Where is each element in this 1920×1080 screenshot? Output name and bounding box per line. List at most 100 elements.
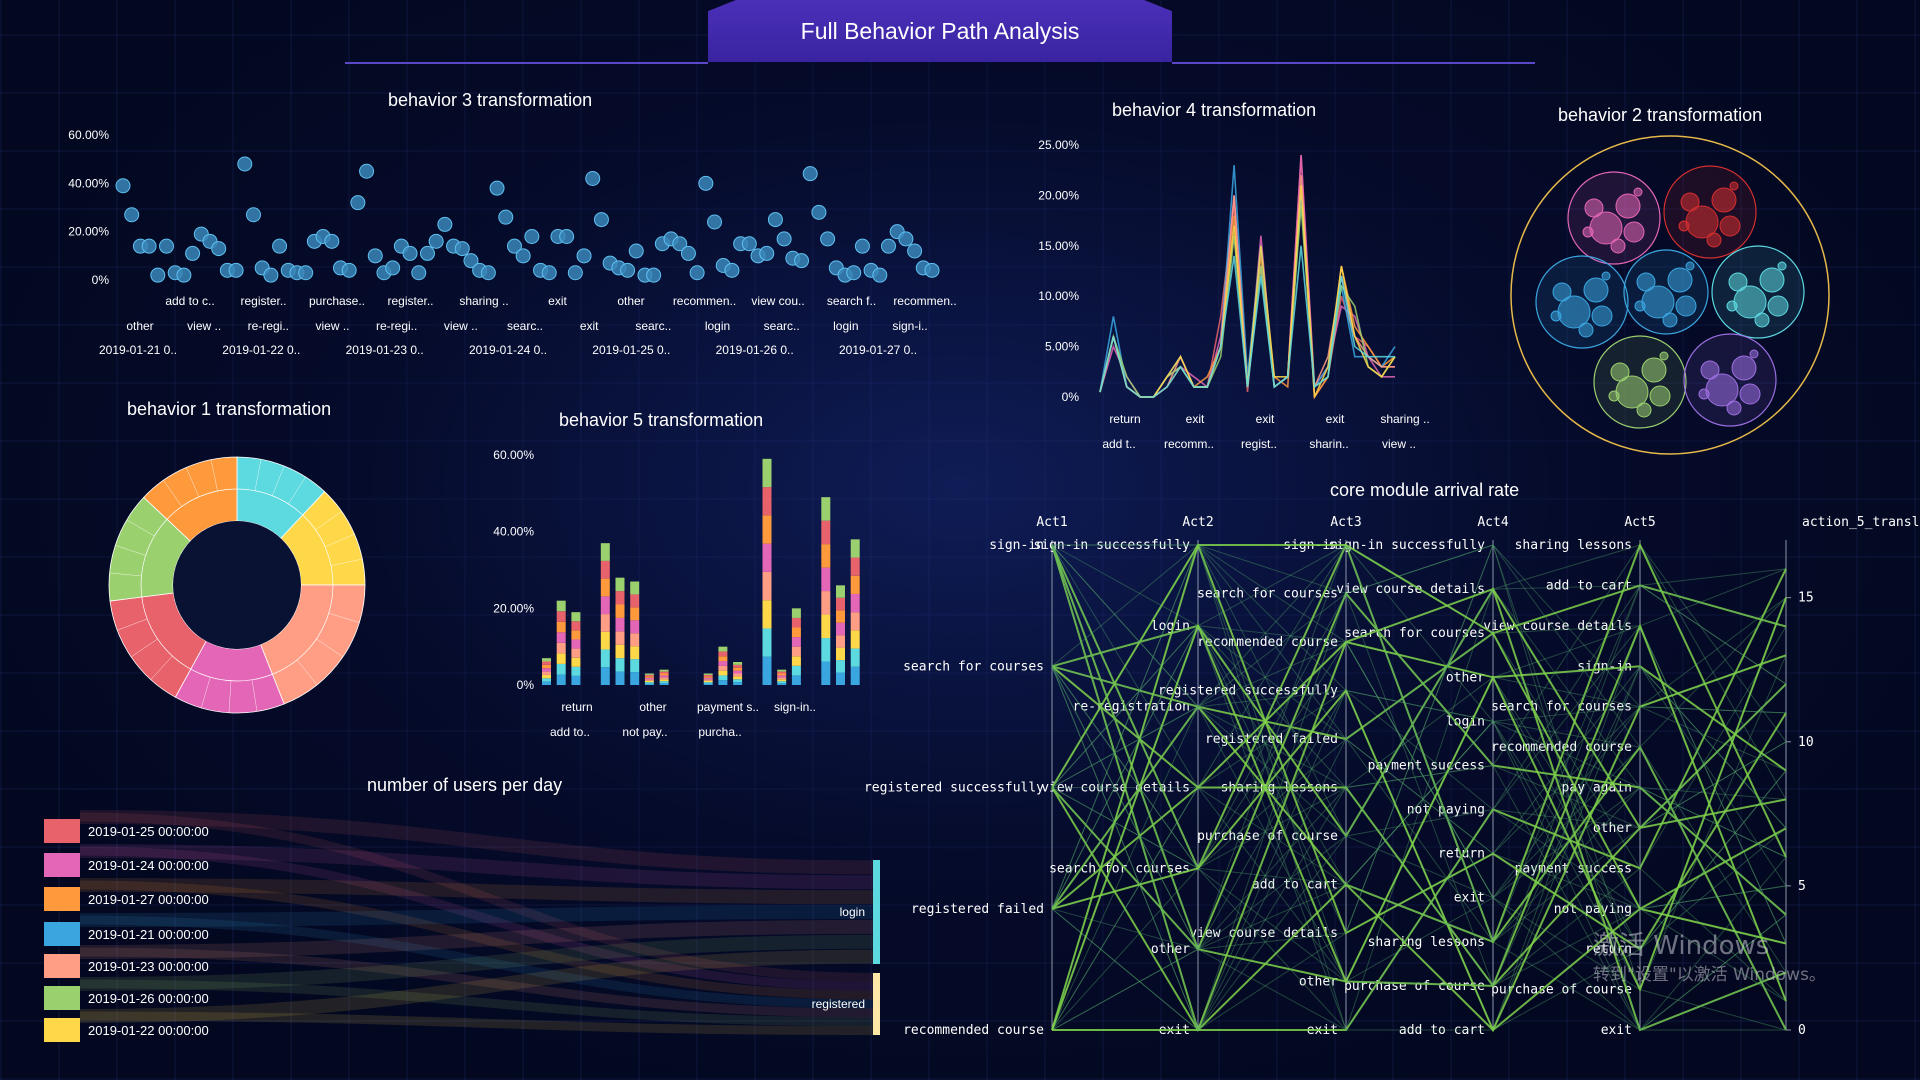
pc-path-line <box>1051 544 1787 987</box>
b2-leaf-circle <box>1636 402 1652 418</box>
b2-leaf-circle <box>1634 300 1646 312</box>
pc-path-line <box>1051 665 1787 987</box>
b2-leaf-circle <box>1767 295 1789 317</box>
b2-leaf-circle <box>1731 355 1757 381</box>
legend-swatch <box>44 954 80 978</box>
behavior2-title: behavior 2 transformation <box>1558 105 1763 125</box>
legend-item[interactable]: 2019-01-22 00:00:00 <box>44 1018 209 1042</box>
b2-leaf-circle <box>1729 181 1739 191</box>
b5-y-tick: 0% <box>517 678 535 692</box>
b4-x-label: exit <box>1326 412 1345 426</box>
b2-leaf-circle <box>1659 351 1669 361</box>
pc-path-line <box>1051 592 1787 869</box>
pc-path-line <box>1051 542 1787 951</box>
legend-item[interactable]: 2019-01-24 00:00:00 <box>44 853 209 877</box>
pc-axis-title: Act2 <box>1182 515 1213 530</box>
b5-x-label: return <box>561 700 592 714</box>
b5-bar-segment <box>644 673 654 675</box>
b5-bar-segment <box>571 657 581 667</box>
pc-path-line <box>1051 625 1787 944</box>
b2-leaf-circle <box>1633 187 1643 197</box>
behavior5-bar-chart: 60.00% 40.00% 20.00% 0% return other payment s… <box>493 448 860 739</box>
pc-path-line <box>1051 543 1787 1031</box>
b5-bar-segment <box>615 591 625 605</box>
b1-donut-hole <box>173 521 301 649</box>
activation-watermark-title: 激活 Windows <box>1593 931 1770 961</box>
b1-subsector-line <box>109 572 142 577</box>
legend-item[interactable]: 2019-01-25 00:00:00 <box>44 819 209 843</box>
b3-x-label: recommen.. <box>673 294 736 308</box>
b5-bar-segment <box>836 622 845 636</box>
b2-leaf-circle <box>1582 226 1594 238</box>
b4-series-line <box>1099 245 1395 398</box>
legend-item[interactable]: 2019-01-23 00:00:00 <box>44 954 209 978</box>
b3-point <box>419 245 435 261</box>
b5-bar-segment <box>615 671 625 685</box>
b3-point <box>141 238 157 254</box>
legend-item[interactable]: 2019-01-21 00:00:00 <box>44 922 209 946</box>
b3-x-label: login <box>833 319 858 333</box>
behavior3-scatter-chart: 60.00% 40.00% 20.00% 0% add to c.. register..… <box>68 128 956 357</box>
b5-bar-segment <box>703 680 713 683</box>
b5-bar-segment <box>777 681 787 684</box>
b3-point <box>567 265 583 281</box>
b3-point <box>367 248 383 264</box>
b5-bar-segment <box>571 666 581 676</box>
legend-label: 2019-01-27 00:00:00 <box>88 891 209 907</box>
b3-point <box>628 243 644 259</box>
b2-leaf-circle <box>1641 357 1667 383</box>
pc-category-label: payment success <box>1515 861 1632 876</box>
b3-point <box>411 265 427 281</box>
b5-bar-segment <box>659 669 669 672</box>
b5-bar-segment <box>659 675 669 678</box>
b5-bar-segment <box>733 664 743 668</box>
b4-y-tick: 5.00% <box>1045 340 1079 354</box>
pc-category-label: login <box>1446 714 1485 729</box>
b3-x-label: view .. <box>315 319 349 333</box>
pc-category-label: sign-in successfully <box>1033 538 1190 553</box>
sankey-link <box>79 905 874 927</box>
pc-pct-tick-label: 10 <box>1798 735 1814 750</box>
b5-x-label: payment s.. <box>697 700 759 714</box>
b2-leaf-circle <box>1550 310 1562 322</box>
b1-subsector-line <box>201 677 211 708</box>
pc-path-line <box>1051 706 1787 1031</box>
b4-y-tick: 25.00% <box>1038 138 1079 152</box>
b5-bar-segment <box>659 673 669 676</box>
b1-subsector-line <box>115 545 146 556</box>
legend-swatch <box>44 922 80 946</box>
b5-bar-segment <box>542 674 551 679</box>
pc-pct-tick-label: 5 <box>1798 879 1806 894</box>
b3-point <box>924 262 940 278</box>
b2-leaf-circle <box>1726 300 1738 312</box>
pc-path-line <box>1051 544 1787 943</box>
b5-x-label: purcha.. <box>698 725 741 739</box>
b5-bar-segment <box>556 674 566 685</box>
b3-x-label: re-regi.. <box>376 319 417 333</box>
pc-path-line <box>1051 544 1787 1031</box>
b3-x-label: search f.. <box>827 294 876 308</box>
b5-bar-segment <box>762 515 772 544</box>
b3-x-label: other <box>617 294 644 308</box>
b3-x-label: re-regi.. <box>248 319 289 333</box>
legend-swatch <box>44 819 80 843</box>
legend-item[interactable]: 2019-01-26 00:00:00 <box>44 986 209 1010</box>
b5-bar-segment <box>850 593 860 613</box>
b5-bar-segment <box>791 617 801 628</box>
b2-leaf-circle <box>1662 312 1678 328</box>
b5-bar-segment <box>630 620 640 634</box>
legend-item[interactable]: 2019-01-27 00:00:00 <box>44 887 209 911</box>
b2-leaf-circle <box>1726 400 1742 416</box>
b3-x-label: login <box>705 319 730 333</box>
b5-bar-segment <box>644 683 654 685</box>
pc-category-label: add to cart <box>1399 1023 1485 1038</box>
b5-bar-segment <box>630 581 640 595</box>
pc-axis-title: Act3 <box>1330 515 1361 530</box>
b3-point <box>437 216 453 232</box>
b5-bar-segment <box>850 539 860 558</box>
b5-bar-segment <box>615 617 625 632</box>
b5-bar-segment <box>850 575 860 594</box>
b2-outer-circle <box>1510 135 1830 455</box>
b2-leaf-circle <box>1608 390 1620 402</box>
pc-category-label: other <box>1151 942 1190 957</box>
